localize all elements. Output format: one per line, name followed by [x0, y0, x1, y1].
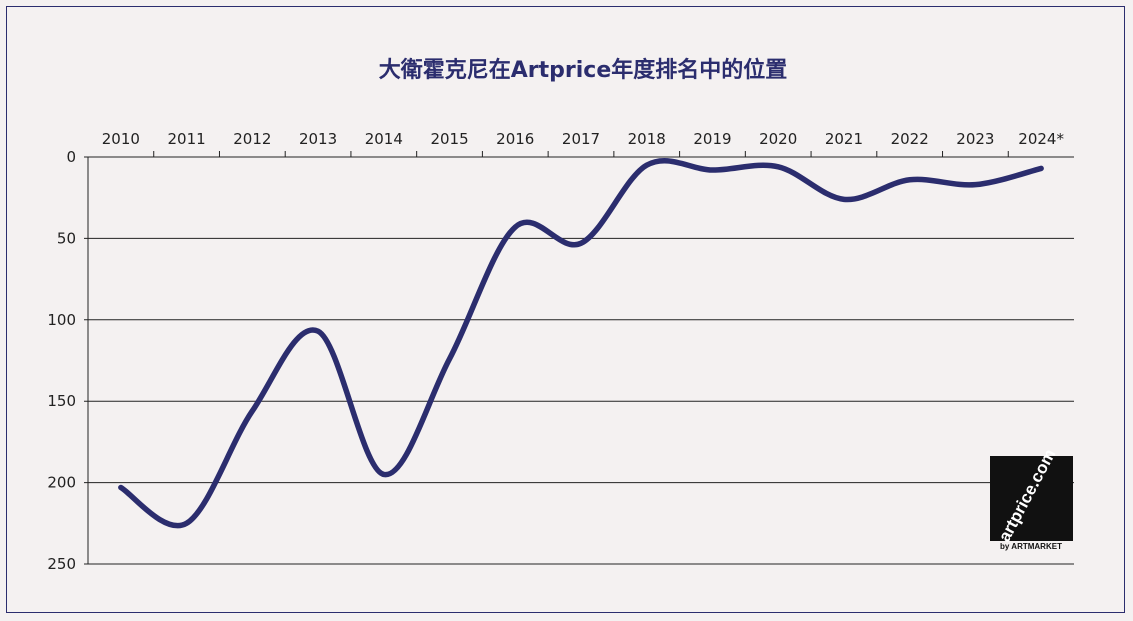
grid — [84, 151, 1074, 565]
y-tick-250: 250 — [47, 555, 76, 573]
x-tick-2014: 2014 — [365, 130, 403, 148]
x-tick-2020: 2020 — [759, 130, 797, 148]
x-tick-2018: 2018 — [628, 130, 666, 148]
x-tick-2023: 2023 — [956, 130, 994, 148]
x-tick-2012: 2012 — [233, 130, 271, 148]
y-tick-150: 150 — [47, 392, 76, 410]
x-tick-2013: 2013 — [299, 130, 337, 148]
artprice-logo: artprice.com by ARTMARKET — [990, 446, 1073, 551]
x-tick-2011: 2011 — [168, 130, 206, 148]
y-tick-200: 200 — [47, 474, 76, 492]
y-tick-labels: 0 50 100 150 200 250 — [47, 148, 76, 573]
y-tick-50: 50 — [57, 229, 76, 247]
x-tick-2010: 2010 — [102, 130, 140, 148]
x-tick-labels: 2010 2011 2012 2013 2014 2015 2016 2017 2018 2019… — [102, 130, 1065, 148]
x-tick-2017: 2017 — [562, 130, 600, 148]
y-tick-100: 100 — [47, 311, 76, 329]
x-tick-2022: 2022 — [891, 130, 929, 148]
chart-title: 大衛霍克尼在Artprice年度排名中的位置 — [379, 57, 788, 83]
series-line — [118, 158, 1044, 529]
logo-byline: by ARTMARKET — [1000, 542, 1062, 551]
x-tick-2015: 2015 — [430, 130, 468, 148]
x-tick-2024*: 2024* — [1018, 130, 1064, 148]
x-tick-2019: 2019 — [693, 130, 731, 148]
x-tick-2016: 2016 — [496, 130, 534, 148]
y-tick-0: 0 — [66, 148, 76, 166]
x-tick-2021: 2021 — [825, 130, 863, 148]
chart-frame — [6, 6, 1125, 613]
